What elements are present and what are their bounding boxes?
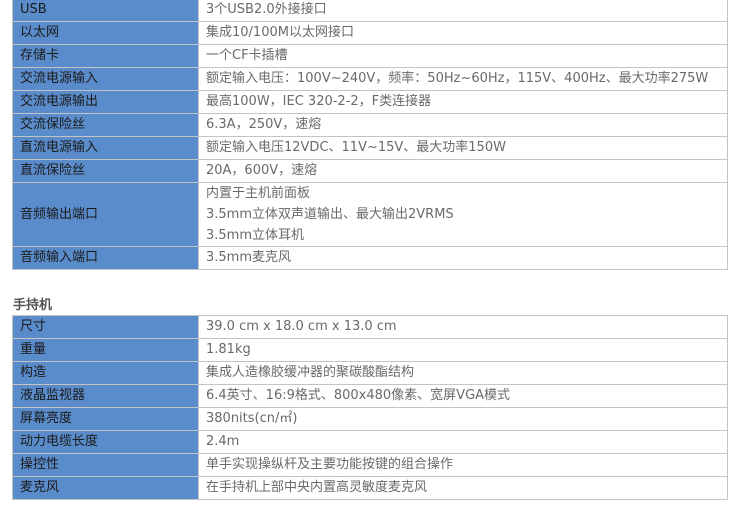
- table-row: 重量 1.81kg: [12, 338, 728, 362]
- table-row: 交流电源输出 最高100W，IEC 320-2-2，F类连接器: [12, 90, 728, 114]
- spec-value-line: 2.4m: [206, 434, 240, 449]
- spec-label: 交流保险丝: [12, 113, 199, 137]
- spec-value: 额定输入电压12VDC、11V~15V、最大功率150W: [198, 136, 728, 160]
- table-row: USB 3个USB2.0外接接口: [12, 0, 728, 22]
- spec-value-line: 最高100W，IEC 320-2-2，F类连接器: [206, 94, 432, 109]
- spec-value-line: 1.81kg: [206, 342, 251, 357]
- spec-value-line: 6.3A，250V，速熔: [206, 117, 322, 132]
- spec-value-line: 额定输入电压：100V~240V，频率：50Hz~60Hz，115V、400Hz…: [206, 71, 709, 86]
- spec-label: 动力电缆长度: [12, 430, 199, 454]
- spec-value-line: 额定输入电压12VDC、11V~15V、最大功率150W: [206, 140, 506, 155]
- table-row: 音频输出端口 内置于主机前面板 3.5mm立体双声道输出、最大输出2VRMS 3.5m…: [12, 182, 728, 247]
- spec-table-main: USB 3个USB2.0外接接口 以太网 集成10/100M以太网接口 存储卡 一个CF卡…: [12, 0, 728, 270]
- spec-value: 集成10/100M以太网接口: [198, 21, 728, 45]
- spec-value-line: 在手持机上部中央内置高灵敏度麦克风: [206, 480, 428, 495]
- table-row: 构造 集成人造橡胶缓冲器的聚碳酸酯结构: [12, 361, 728, 385]
- spec-label: 以太网: [12, 21, 199, 45]
- spec-label: 重量: [12, 338, 199, 362]
- spec-value: 3.5mm麦克风: [198, 246, 728, 270]
- spec-value: 1.81kg: [198, 338, 728, 362]
- spec-label: 直流保险丝: [12, 159, 199, 183]
- spec-value-line: 39.0 cm x 18.0 cm x 13.0 cm: [206, 319, 397, 334]
- spec-label: 音频输入端口: [12, 246, 199, 270]
- table-row: 交流电源输入 额定输入电压：100V~240V，频率：50Hz~60Hz，115V…: [12, 67, 728, 91]
- spec-label: 尺寸: [12, 315, 199, 339]
- table-row: 直流保险丝 20A，600V，速熔: [12, 159, 728, 183]
- table-row: 交流保险丝 6.3A，250V，速熔: [12, 113, 728, 137]
- spec-value: 集成人造橡胶缓冲器的聚碳酸酯结构: [198, 361, 728, 385]
- spec-label: 存储卡: [12, 44, 199, 68]
- table-row: 尺寸 39.0 cm x 18.0 cm x 13.0 cm: [12, 315, 728, 339]
- spec-value: 额定输入电压：100V~240V，频率：50Hz~60Hz，115V、400Hz…: [198, 67, 728, 91]
- spec-value-line: 集成人造橡胶缓冲器的聚碳酸酯结构: [206, 365, 415, 380]
- spec-value-line: 单手实现操纵杆及主要功能按键的组合操作: [206, 457, 454, 472]
- section-title-handset: 手持机: [13, 298, 53, 313]
- table-row: 液晶监视器 6.4英寸、16:9格式、800x480像素、宽屏VGA模式: [12, 384, 728, 408]
- spec-label: 操控性: [12, 453, 199, 477]
- spec-label: 直流电源输入: [12, 136, 199, 160]
- spec-table-handset: 尺寸 39.0 cm x 18.0 cm x 13.0 cm 重量 1.81kg 构造集…: [12, 315, 728, 500]
- spec-label: 麦克风: [12, 476, 199, 500]
- spec-value: 3个USB2.0外接接口: [198, 0, 728, 22]
- spec-value-line: 3.5mm麦克风: [206, 250, 292, 265]
- spec-value-line: 3个USB2.0外接接口: [206, 2, 327, 17]
- spec-value-line: 6.4英寸、16:9格式、800x480像素、宽屏VGA模式: [206, 388, 511, 403]
- table-row: 存储卡 一个CF卡插槽: [12, 44, 728, 68]
- spec-value: 内置于主机前面板 3.5mm立体双声道输出、最大输出2VRMS 3.5mm立体耳机: [198, 182, 728, 247]
- table-row: 屏幕亮度 380nits(cn/㎡): [12, 407, 728, 431]
- spec-value: 最高100W，IEC 320-2-2，F类连接器: [198, 90, 728, 114]
- spec-value-line: 一个CF卡插槽: [206, 48, 288, 63]
- spec-label: 音频输出端口: [12, 182, 199, 247]
- spec-label: 交流电源输入: [12, 67, 199, 91]
- table-row: 音频输入端口 3.5mm麦克风: [12, 246, 728, 270]
- table-row: 麦克风 在手持机上部中央内置高灵敏度麦克风: [12, 476, 728, 500]
- table-row: 直流电源输入 额定输入电压12VDC、11V~15V、最大功率150W: [12, 136, 728, 160]
- spec-value: 一个CF卡插槽: [198, 44, 728, 68]
- spec-label: USB: [12, 0, 199, 22]
- spec-value-line: 380nits(cn/㎡): [206, 411, 298, 426]
- spec-value: 在手持机上部中央内置高灵敏度麦克风: [198, 476, 728, 500]
- spec-value: 2.4m: [198, 430, 728, 454]
- spec-label: 交流电源输出: [12, 90, 199, 114]
- spec-value: 39.0 cm x 18.0 cm x 13.0 cm: [198, 315, 728, 339]
- table-row: 以太网 集成10/100M以太网接口: [12, 21, 728, 45]
- spec-value: 6.4英寸、16:9格式、800x480像素、宽屏VGA模式: [198, 384, 728, 408]
- spec-value: 20A，600V，速熔: [198, 159, 728, 183]
- spec-value-line: 3.5mm立体耳机: [206, 228, 305, 243]
- spec-value-line: 20A，600V，速熔: [206, 163, 318, 178]
- spec-value: 6.3A，250V，速熔: [198, 113, 728, 137]
- spec-label: 液晶监视器: [12, 384, 199, 408]
- spec-value-line: 内置于主机前面板: [206, 186, 311, 201]
- table-row: 操控性 单手实现操纵杆及主要功能按键的组合操作: [12, 453, 728, 477]
- spec-value-line: 3.5mm立体双声道输出、最大输出2VRMS: [206, 207, 454, 222]
- spec-label: 构造: [12, 361, 199, 385]
- spec-value: 单手实现操纵杆及主要功能按键的组合操作: [198, 453, 728, 477]
- spec-value: 380nits(cn/㎡): [198, 407, 728, 431]
- spec-value-line: 集成10/100M以太网接口: [206, 25, 354, 40]
- table-row: 动力电缆长度 2.4m: [12, 430, 728, 454]
- spec-label: 屏幕亮度: [12, 407, 199, 431]
